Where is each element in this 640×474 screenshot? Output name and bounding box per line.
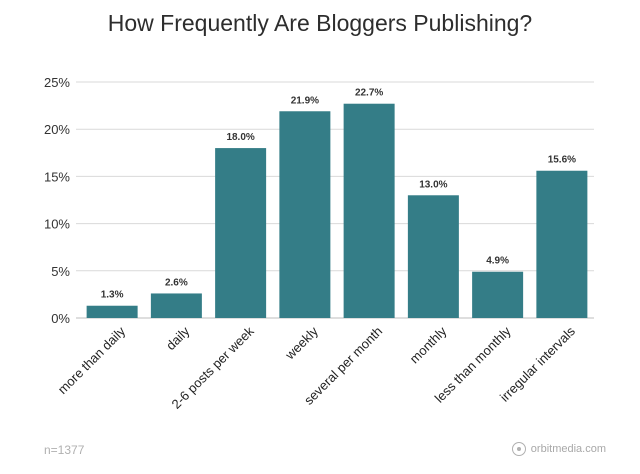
orbit-logo-icon xyxy=(511,442,526,456)
data-label: 15.6% xyxy=(548,155,576,166)
bar xyxy=(215,148,267,318)
y-axis-ticks: 0% 5% 10% 15% 20% 25% xyxy=(44,75,70,326)
sample-size-note: n=1377 xyxy=(44,443,85,457)
data-label: 21.9% xyxy=(291,95,319,106)
data-label: 18.0% xyxy=(226,132,254,143)
bar xyxy=(407,195,459,318)
chart-title: How Frequently Are Bloggers Publishing? xyxy=(107,10,533,36)
bar xyxy=(472,271,524,318)
y-tick-label: 5% xyxy=(51,264,70,279)
data-label: 1.3% xyxy=(101,290,124,301)
y-tick-label: 10% xyxy=(44,217,70,232)
y-tick-label: 15% xyxy=(44,169,70,184)
data-label: 2.6% xyxy=(165,277,188,288)
data-label: 4.9% xyxy=(486,256,509,267)
data-label: 13.0% xyxy=(419,179,447,190)
brand-text: orbitmedia.com xyxy=(530,443,606,455)
bar xyxy=(343,103,395,318)
x-category-label: daily xyxy=(163,323,193,353)
bar xyxy=(150,293,202,318)
data-label: 22.7% xyxy=(355,88,383,99)
y-tick-label: 20% xyxy=(44,122,70,137)
x-category-label: more than daily xyxy=(55,323,129,397)
bar xyxy=(279,111,331,318)
y-tick-label: 0% xyxy=(51,311,70,326)
brand-watermark: orbitmedia.com xyxy=(511,442,606,456)
y-tick-label: 25% xyxy=(44,75,70,90)
bar xyxy=(86,305,138,318)
x-category-label: monthly xyxy=(407,323,450,366)
bars xyxy=(86,103,588,318)
bar xyxy=(536,170,588,318)
data-labels: 1.3% 2.6% 18.0% 21.9% 22.7% 13.0% 4.9% 15.6% xyxy=(101,88,576,301)
x-category-label: weekly xyxy=(282,323,322,363)
